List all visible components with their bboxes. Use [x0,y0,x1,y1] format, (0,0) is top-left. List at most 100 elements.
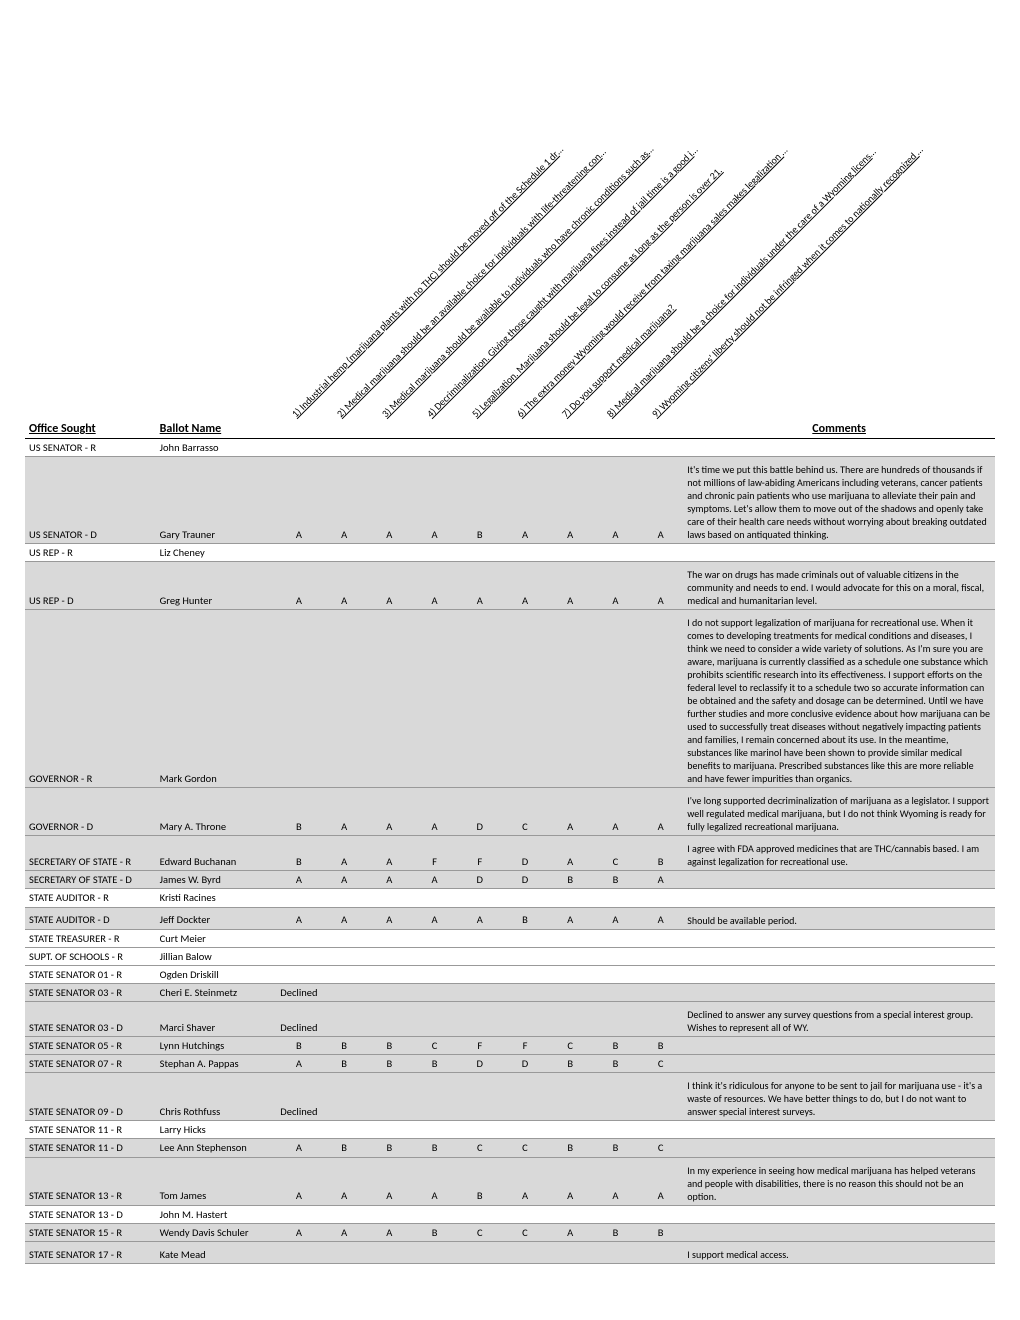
answer-cell: C [502,1223,547,1241]
answer-cell [457,439,502,457]
answer-cell: Declined [276,983,321,1001]
answer-cell [593,439,638,457]
answer-cell [502,889,547,907]
answer-cell [457,947,502,965]
answer-cell [457,983,502,1001]
answer-cell: B [502,907,547,929]
answer-cell [593,610,638,788]
comment-cell: I agree with FDA approved medicines that… [683,836,995,871]
office-cell: STATE SENATOR 17 - R [25,1241,156,1263]
answer-cell [457,1241,502,1263]
answer-cell [502,983,547,1001]
header-q6 [502,420,547,439]
answer-cell [502,1121,547,1139]
answer-cell: A [276,562,321,610]
answer-cell: A [367,907,412,929]
office-cell: STATE SENATOR 13 - D [25,1205,156,1223]
answer-cell: C [593,836,638,871]
answer-cell [367,889,412,907]
answer-cell [367,1241,412,1263]
ballot-name-cell: Marci Shaver [156,1002,277,1037]
answer-cell [638,889,683,907]
office-cell: STATE SENATOR 03 - R [25,983,156,1001]
answer-cell: Declined [276,1002,321,1037]
office-cell: STATE SENATOR 03 - D [25,1002,156,1037]
answer-cell [276,889,321,907]
answer-cell [502,1205,547,1223]
answer-cell: A [322,457,367,544]
header-q4 [412,420,457,439]
answer-cell [412,1121,457,1139]
ballot-name-cell: Kate Mead [156,1241,277,1263]
table-row: STATE AUDITOR - RKristi Racines [25,889,995,907]
answer-cell: D [502,1055,547,1073]
comment-cell [683,1121,995,1139]
answer-cell: A [322,871,367,889]
answer-cell: A [548,1157,593,1205]
answer-cell [276,1121,321,1139]
answer-cell: A [548,836,593,871]
answer-cell [322,610,367,788]
answer-cell: C [502,788,547,836]
answer-cell: A [548,1223,593,1241]
answer-cell: A [638,457,683,544]
answer-cell [638,544,683,562]
answer-cell [322,889,367,907]
header-q3 [367,420,412,439]
answer-cell [502,439,547,457]
answer-cell [593,1073,638,1121]
answer-cell [412,889,457,907]
answer-cell: A [638,871,683,889]
table-row: US SENATOR - RJohn Barrasso [25,439,995,457]
comment-cell: In my experience in seeing how medical m… [683,1157,995,1205]
office-cell: US REP - D [25,562,156,610]
answer-cell [322,439,367,457]
answer-cell [593,1121,638,1139]
comment-cell [683,1037,995,1055]
comment-cell [683,1223,995,1241]
comment-cell [683,1055,995,1073]
ballot-name-cell: Edward Buchanan [156,836,277,871]
answer-cell: A [276,907,321,929]
comment-cell [683,889,995,907]
answer-cell: B [367,1139,412,1157]
answer-cell [322,544,367,562]
answer-cell: C [502,1139,547,1157]
answer-cell [412,439,457,457]
comment-cell [683,947,995,965]
answer-cell [548,947,593,965]
answer-cell [502,1241,547,1263]
answer-cell [457,929,502,947]
answer-cell [457,610,502,788]
answer-cell [502,1073,547,1121]
answer-cell: A [593,562,638,610]
answer-cell [548,610,593,788]
answer-cell [322,947,367,965]
ballot-name-cell: Jeff Dockter [156,907,277,929]
answer-cell: B [412,1139,457,1157]
answer-cell [638,1002,683,1037]
answer-cell [412,983,457,1001]
answer-cell: A [638,562,683,610]
answer-cell: B [457,1157,502,1205]
answer-cell [502,610,547,788]
answer-cell: B [638,1223,683,1241]
answer-cell: A [367,562,412,610]
answer-cell: B [593,1139,638,1157]
answer-cell: B [322,1037,367,1055]
ballot-name-cell: Mary A. Throne [156,788,277,836]
office-cell: STATE TREASURER - R [25,929,156,947]
answer-cell [412,965,457,983]
answer-cell: B [638,836,683,871]
office-cell: STATE SENATOR 11 - D [25,1139,156,1157]
table-row: STATE AUDITOR - DJeff DockterAAAAABAAASh… [25,907,995,929]
answer-cell: A [548,907,593,929]
answer-cell [548,1002,593,1037]
header-q9 [638,420,683,439]
answer-cell: A [412,562,457,610]
answer-cell: D [457,1055,502,1073]
answer-cell [367,439,412,457]
table-row: SECRETARY OF STATE - DJames W. ByrdAAAAD… [25,871,995,889]
answer-cell: B [593,1055,638,1073]
column-header-row: Office Sought Ballot Name Comments [25,420,995,439]
